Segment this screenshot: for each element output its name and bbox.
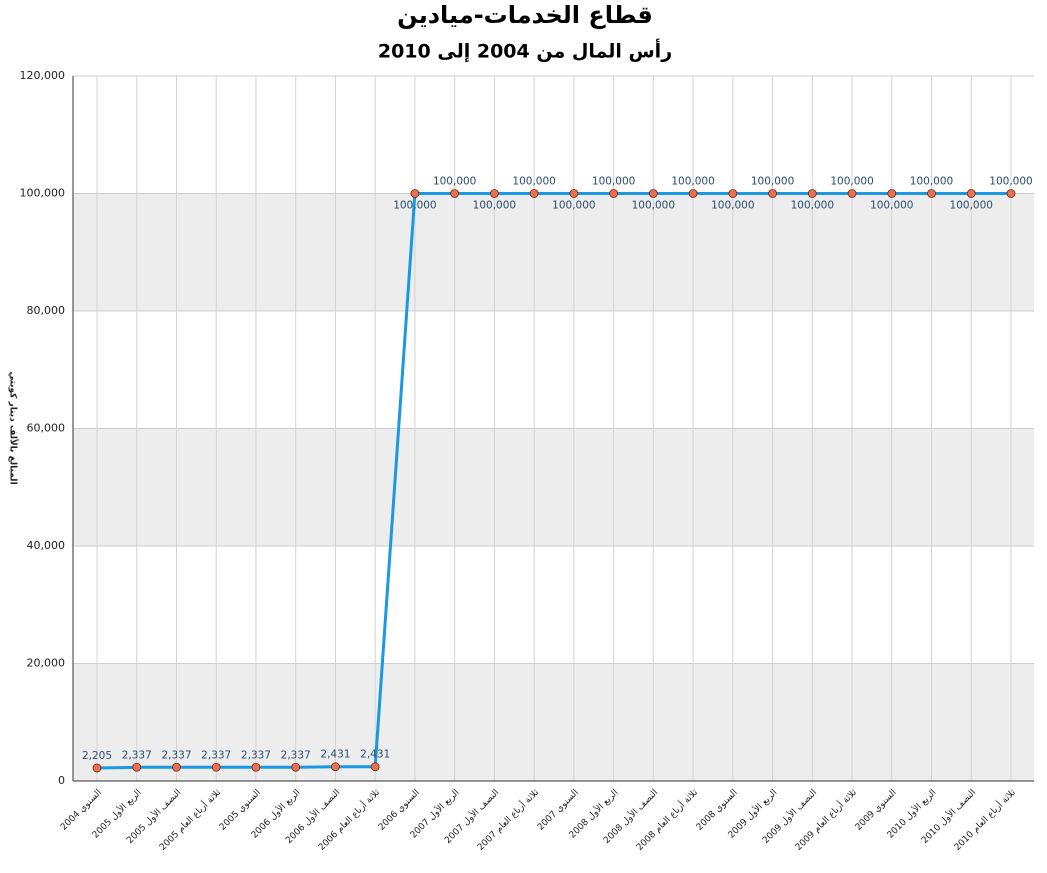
marker [966,189,976,198]
value-label: 100,000 [751,176,794,188]
marker [887,189,897,198]
y-tick-label: 40,000 [27,539,66,552]
value-label: 2,337 [281,749,311,761]
marker [569,189,579,198]
marker [807,189,817,198]
x-tick-label: ثلاثة أرباع العام 2007 [475,786,542,853]
x-tick-label: ثلاثة أرباع العام 2008 [633,786,700,853]
value-label: 100,000 [671,176,714,188]
marker [450,189,460,198]
value-label: 2,205 [82,750,112,762]
x-tick-label: ثلاثة أرباع العام 2006 [316,786,383,853]
value-label: 100,000 [632,200,675,212]
value-label: 2,431 [320,749,350,761]
marker [370,762,380,772]
value-label: 2,431 [360,749,390,761]
x-tick-label: ثلاثة أرباع العام 2009 [792,786,859,853]
value-label: 100,000 [950,200,993,212]
value-label: 100,000 [830,176,873,188]
value-label: 100,000 [870,200,913,212]
value-label: 2,337 [241,749,271,761]
line [96,192,1011,770]
marker [609,189,619,198]
marker [291,762,301,772]
y-tick-label: 0 [58,774,65,787]
marker [410,189,420,198]
plot-band [73,663,1034,781]
chart-title: قطاع الخدمات-ميادين [397,1,653,29]
marker [648,189,658,198]
marker [172,762,181,772]
marker [688,189,698,198]
value-label: 100,000 [791,200,834,212]
value-label: 100,000 [592,176,635,188]
marker [132,762,142,772]
value-label: 100,000 [393,200,436,212]
x-tick-label: ثلاثة أرباع العام 2005 [157,786,224,853]
chart-subtitle: رأس المال من 2004 إلى 2010 [378,39,672,63]
value-label: 100,000 [473,200,516,212]
value-label: 2,337 [122,749,152,761]
marker [847,189,857,198]
y-tick-label: 80,000 [27,304,66,317]
y-tick-label: 120,000 [20,69,66,82]
marker [728,189,738,198]
marker [489,189,499,198]
value-label: 100,000 [552,200,595,212]
x-tick-label: ثلاثة أرباع العام 2010 [951,786,1018,853]
y-tick-label: 20,000 [27,657,66,670]
plot-band [73,193,1034,311]
value-label: 2,337 [161,749,191,761]
value-label: 100,000 [711,200,754,212]
marker [331,762,340,772]
value-label: 100,000 [989,176,1032,188]
marker [92,763,102,773]
value-label: 2,337 [201,749,231,761]
y-tick-label: 60,000 [27,422,66,435]
y-axis-label: المبالغ بالألف دينار كويتي [8,371,20,484]
marker [1006,189,1016,198]
value-label: 100,000 [910,176,953,188]
plot-band [73,428,1034,546]
marker [529,189,539,198]
marker [211,762,221,772]
marker [768,189,777,198]
value-label: 100,000 [512,176,555,188]
marker [251,762,261,772]
y-tick-label: 100,000 [20,187,66,200]
marker [927,189,936,198]
value-label: 100,000 [433,176,476,188]
